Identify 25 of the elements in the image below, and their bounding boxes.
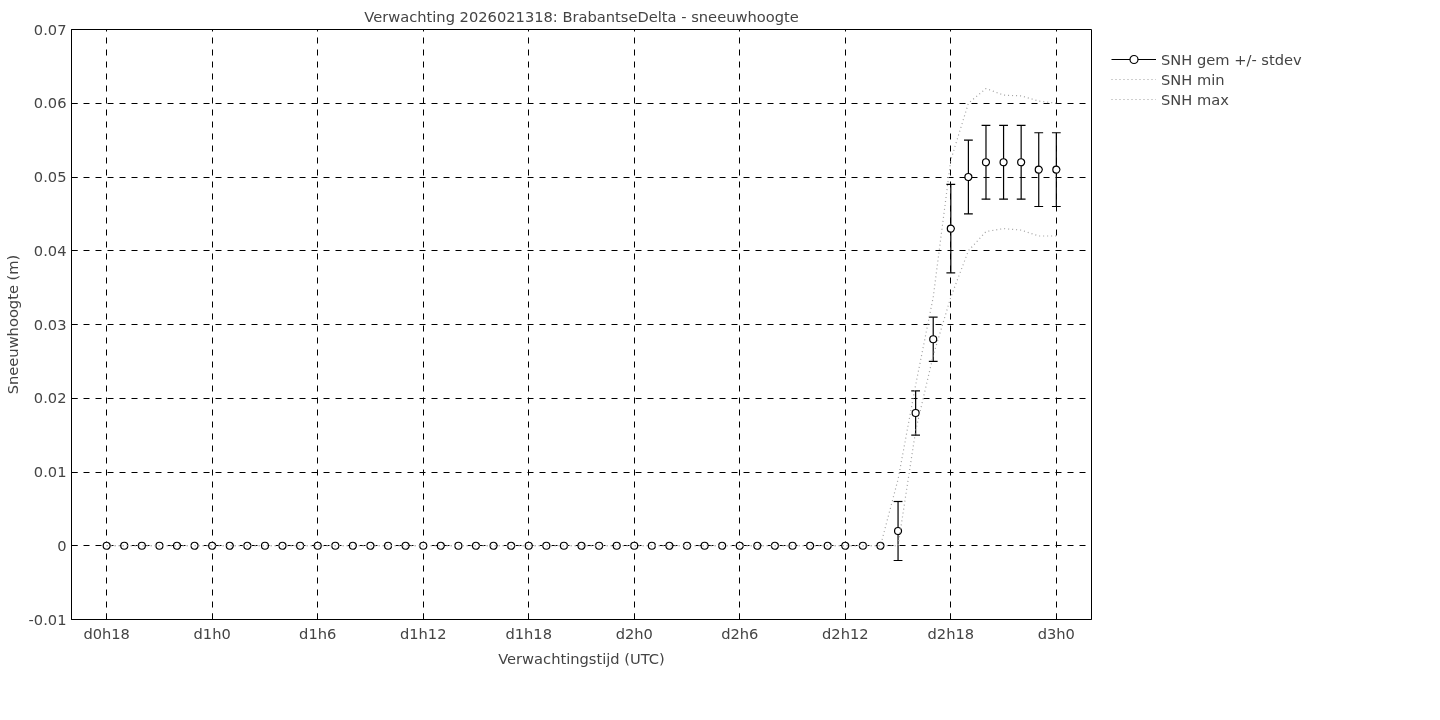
y-tick-label: 0.02	[33, 389, 67, 407]
x-tick-label: d1h0	[193, 624, 231, 642]
legend-label: SNH max	[1161, 90, 1229, 108]
x-tick-label: d1h12	[399, 624, 447, 642]
x-tick-label: d3h0	[1037, 624, 1075, 642]
x-axis-title: Verwachtingstijd (UTC)	[498, 649, 665, 667]
y-tick-label: 0	[57, 536, 67, 554]
chart-title: Verwachting 2026021318: BrabantseDelta - sneeuwhoogte	[364, 7, 799, 25]
x-tick-label: d2h18	[927, 624, 975, 642]
x-tick-label: d1h6	[299, 624, 337, 642]
legend-label: SNH gem +/- stdev	[1161, 50, 1302, 68]
x-tick-label: d2h6	[721, 624, 759, 642]
y-tick-label: 0.07	[33, 20, 67, 38]
y-tick-label: 0.04	[33, 241, 67, 259]
y-tick-label: -0.01	[28, 610, 67, 628]
x-tick-label: d0h18	[83, 624, 130, 642]
y-axis-title: Sneeuwhoogte (m)	[3, 254, 21, 395]
x-tick-label: d2h12	[822, 624, 869, 642]
x-tick-label: d2h0	[615, 624, 653, 642]
y-tick-label: 0.03	[33, 315, 67, 333]
y-tick-label: 0.06	[33, 94, 67, 112]
x-tick-label: d1h18	[505, 624, 553, 642]
y-tick-label: 0.05	[33, 168, 67, 185]
y-tick-label: 0.01	[33, 463, 67, 480]
legend-label: SNH min	[1161, 70, 1225, 88]
